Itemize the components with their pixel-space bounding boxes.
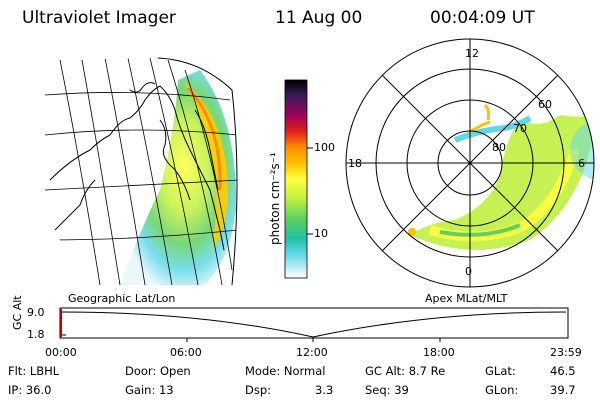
timeline-xtick-2359: 23:59: [550, 346, 582, 359]
mode-info: Mode: Normal: [245, 364, 326, 378]
mlat-label-70: 70: [513, 122, 527, 135]
timeline-ytick-1: 1.8: [27, 328, 45, 341]
glon-value: 39.7: [550, 383, 576, 397]
glat-value: 46.5: [550, 364, 576, 378]
timeline-xtick-1200: 12:00: [296, 346, 328, 359]
mlt-label-6: 6: [578, 157, 585, 170]
filter-info: Flt: LBHL: [8, 364, 60, 378]
seq-info: Seq: 39: [365, 383, 409, 397]
door-info: Door: Open: [125, 364, 191, 378]
mlat-label-80: 80: [492, 141, 506, 154]
instrument-title: Ultraviolet Imager: [22, 8, 176, 28]
mlt-label-18: 18: [348, 157, 362, 170]
timeline-xtick-1800: 18:00: [423, 346, 455, 359]
gcalt-info: GC Alt: 8.7 Re: [365, 364, 446, 378]
glat-label: GLat:: [485, 364, 516, 378]
date-label: 11 Aug 00: [275, 8, 363, 28]
left-panel-caption: Geographic Lat/Lon: [68, 292, 176, 305]
ip-info: IP: 36.0: [8, 383, 52, 397]
mlt-label-0: 0: [465, 265, 472, 278]
colorbar-tick-100: 100: [314, 141, 335, 154]
mlat-label-60: 60: [538, 98, 552, 111]
glon-label: GLon:: [485, 383, 519, 397]
right-panel-caption: Apex MLat/MLT: [425, 292, 508, 305]
coastline: [49, 85, 225, 251]
timeline-ytick-9: 9.0: [27, 306, 45, 319]
dsp-label: Dsp:: [245, 383, 272, 397]
polar-aurora-oval: [410, 110, 594, 250]
colorbar-tick-10: 10: [314, 227, 328, 240]
timeline-xtick-0000: 00:00: [45, 346, 77, 359]
time-label: 00:04:09 UT: [430, 8, 535, 28]
timeline-xtick-0600: 06:00: [170, 346, 202, 359]
mlt-label-12: 12: [465, 47, 479, 60]
aurora-arc: [182, 80, 229, 250]
dsp-value: 3.3: [315, 383, 334, 397]
gain-info: Gain: 13: [125, 383, 174, 397]
